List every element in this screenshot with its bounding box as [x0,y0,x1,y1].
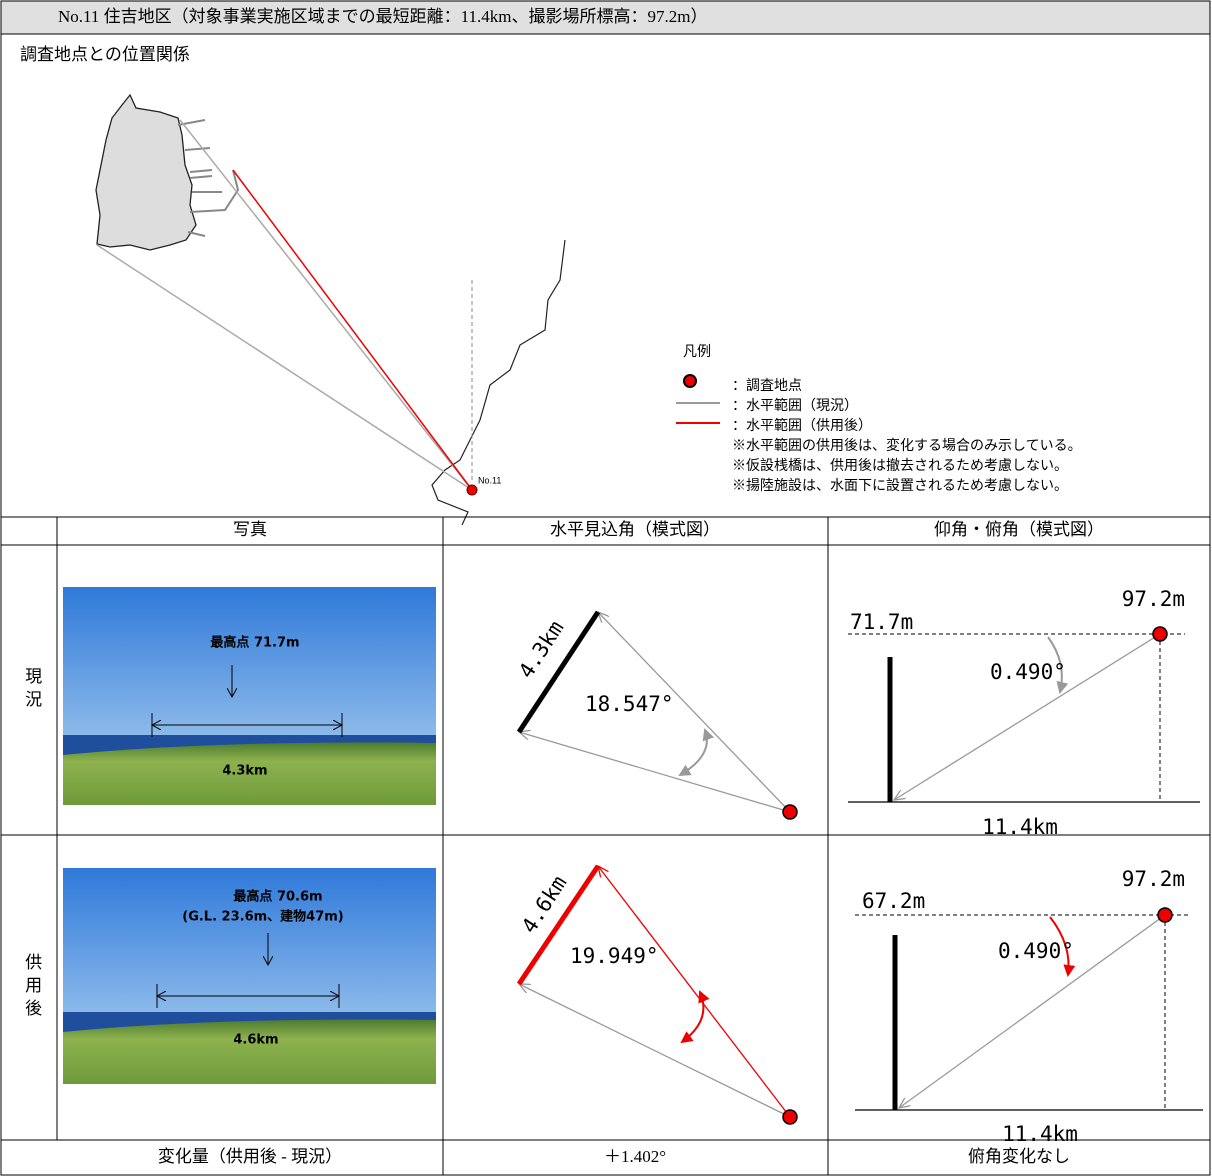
shape [466,484,478,496]
legend-note: ※仮設桟橋は、供用後は撤去されるため考慮しない。 [732,458,1068,474]
target-height: 67.2m [862,889,925,913]
column-header: 水平見込角（模式図） [550,520,720,539]
row-label: 現況 [22,667,42,713]
sight-line [894,633,1161,800]
legend-note: ※水平範囲の供用後は、変化する場合のみ示している。 [732,437,1082,454]
rule-line [179,119,473,491]
shape [683,374,697,388]
view-line [519,732,791,813]
shape [431,239,566,526]
target-length: 4.6km [517,871,572,937]
legend-note: ※揚陸施設は、水面下に設置されるため考慮しない。 [732,477,1068,494]
footer-horizontal: ＋1.402° [604,1147,666,1166]
photo-annotation: 最高点 71.7m [210,635,299,651]
view-line [598,866,791,1118]
column-header: 写真 [233,520,267,539]
view-line [519,984,791,1118]
legend-title: 凡例 [683,344,711,360]
observer-height: 97.2m [1122,587,1185,611]
horizontal-angle: 19.949° [570,944,659,968]
row-label: 供用後 [22,953,42,1022]
photo-width: 4.6km [233,1033,278,1048]
rule-line [96,244,473,491]
map [95,93,566,526]
angle-arc [1049,916,1076,977]
footer-label: 変化量（供用後 - 現況） [158,1147,342,1166]
header-title: No.11 住吉地区（対象事業実施区域までの最短距離：11.4km、撮影場所標高… [58,7,707,26]
shape [95,93,197,251]
header-bg [0,0,1211,35]
sight-line [899,914,1166,1108]
angle-arc [1047,636,1069,694]
legend-item: ：水平範囲（供用後） [732,417,872,434]
column-header: 仰角・俯角（模式図） [934,520,1104,539]
photo-land [63,1019,436,1084]
target-width [516,610,601,734]
target-height: 71.7m [850,610,913,634]
distance: 11.4km [1002,1122,1078,1146]
legend-item: ：調査地点 [732,378,802,394]
rule-line [232,169,473,491]
footer-elevation: 俯角変化なし [968,1147,1070,1166]
map-label: 調査地点との位置関係 [20,45,190,64]
point-label: No.11 [478,475,501,485]
elevation-angle: 0.490° [998,939,1074,963]
distance: 11.4km [982,815,1058,839]
photo-width: 4.3km [222,764,267,779]
observer-height: 97.2m [1122,867,1185,891]
shape [177,119,240,237]
table-grid [1,516,1210,1175]
viewpoint [1152,626,1168,642]
elevation-angle: 0.490° [990,660,1066,684]
angle-arc [680,990,710,1044]
view-line [598,612,791,813]
photo-annotation: 最高点 70.6m [233,889,322,905]
viewpoint [782,804,798,820]
photo-annotation: (G.L. 23.6m、建物47m) [182,909,344,925]
target-width [516,864,601,986]
angle-arc [678,728,715,777]
viewpoint [782,1109,798,1125]
viewpoint [1157,907,1173,923]
photo-land [63,742,436,805]
legend: 凡例 ：調査地点 ：水平範囲（現況） ：水平範囲（供用後） ※水平範囲の供用後は… [676,344,1082,494]
legend-item: ：水平範囲（現況） [732,397,858,414]
horizontal-angle: 18.547° [585,692,674,716]
